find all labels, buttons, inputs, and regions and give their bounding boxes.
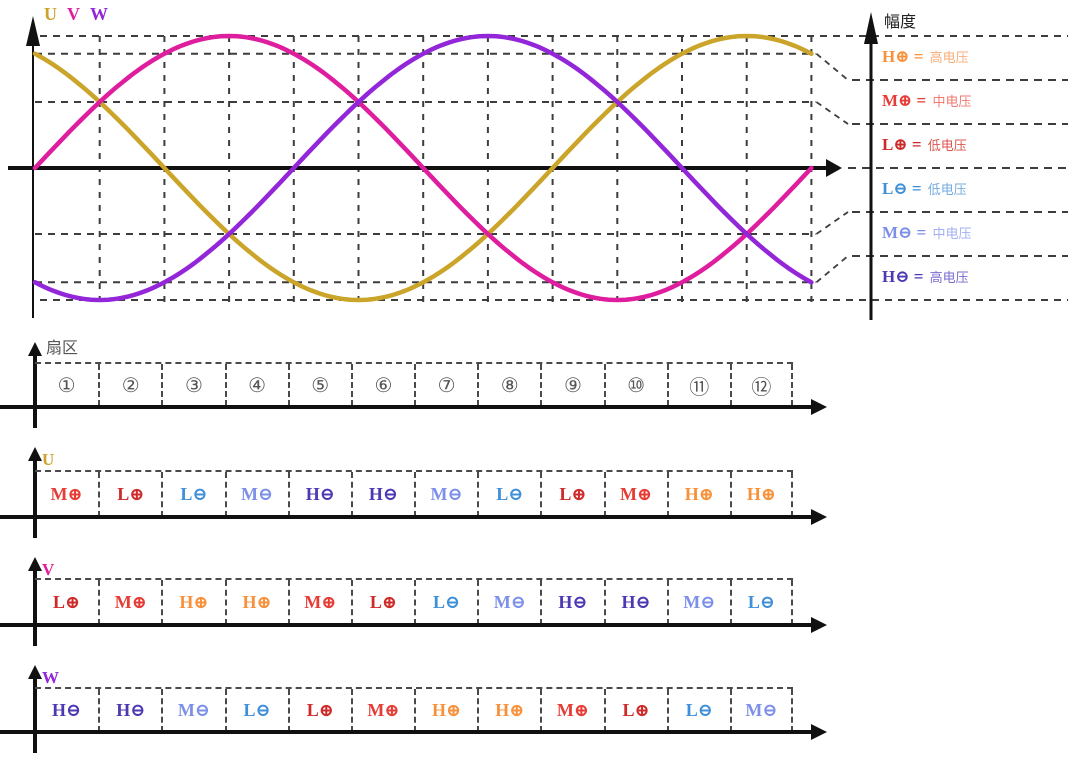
sector-number-cell: ⑨ bbox=[540, 364, 603, 406]
v-level-cell: H⊖ bbox=[603, 580, 667, 625]
w-row-y-axis bbox=[28, 665, 42, 753]
v-level-cell: M⊕ bbox=[98, 580, 161, 625]
w-level-cell: M⊖ bbox=[161, 689, 224, 732]
v-level-cell: M⊕ bbox=[287, 580, 351, 625]
sine-curve-u bbox=[32, 33, 814, 303]
w-level-cell: H⊖ bbox=[98, 689, 161, 732]
w-level-cell: L⊖ bbox=[666, 689, 730, 732]
legend-voltage-name: 低电压 bbox=[927, 138, 967, 153]
sector-x-axis bbox=[0, 399, 827, 415]
sector-number-cell: ⑧ bbox=[477, 364, 540, 406]
v-phase-level-row: L⊕ M⊕ H⊕ H⊕ M⊕ L⊕ L⊖ M⊖ H⊖ H⊖ M⊖ L⊖ bbox=[35, 578, 793, 625]
v-level-cell: L⊕ bbox=[53, 592, 81, 612]
legend-voltage-name: 低电压 bbox=[927, 182, 967, 197]
u-row-x-axis bbox=[0, 509, 827, 525]
w-level-cell: M⊕ bbox=[350, 689, 414, 732]
legend-symbol: H⊕ = bbox=[882, 47, 928, 66]
u-level-cell: M⊕ bbox=[603, 472, 667, 517]
u-level-cell: H⊕ bbox=[729, 472, 793, 517]
v-level-cell: H⊕ bbox=[161, 580, 224, 625]
legend-symbol: L⊕ = bbox=[882, 135, 926, 154]
amplitude-axis-label: 幅度 bbox=[884, 14, 917, 31]
legend-voltage-name: 中电压 bbox=[932, 226, 972, 241]
sector-number-cell: ⑫ bbox=[729, 364, 793, 406]
w-row-x-axis bbox=[0, 724, 827, 740]
legend-entry-0: H⊕ = 高电压 bbox=[882, 46, 969, 70]
v-level-cell: L⊕ bbox=[350, 580, 414, 625]
sector-y-axis bbox=[28, 342, 42, 428]
u-level-cell: H⊖ bbox=[350, 472, 414, 517]
v-level-cell: M⊖ bbox=[477, 580, 540, 625]
legend-symbol: M⊕ = bbox=[882, 91, 931, 110]
u-level-cell: M⊖ bbox=[224, 472, 288, 517]
v-level-cell: H⊖ bbox=[540, 580, 603, 625]
v-level-cell: H⊕ bbox=[224, 580, 288, 625]
u-level-cell: M⊖ bbox=[414, 472, 477, 517]
legend-symbol: H⊖ = bbox=[882, 267, 928, 286]
u-level-cell: L⊖ bbox=[161, 472, 224, 517]
sector-number-cell: ⑥ bbox=[350, 364, 414, 406]
u-row-label: U bbox=[42, 450, 55, 469]
legend-voltage-name: 高电压 bbox=[929, 270, 969, 285]
v-row-y-axis bbox=[28, 557, 42, 646]
legend-voltage-name: 高电压 bbox=[929, 50, 969, 65]
u-level-cell: M⊕ bbox=[50, 484, 83, 504]
v-level-cell: M⊖ bbox=[666, 580, 730, 625]
w-level-cell: H⊕ bbox=[477, 689, 540, 732]
u-level-cell: L⊕ bbox=[540, 472, 603, 517]
u-row-y-axis bbox=[28, 447, 42, 538]
sector-number-cell: ⑪ bbox=[666, 364, 730, 406]
u-phase-level-row: M⊕ L⊕ L⊖ M⊖ H⊖ H⊖ M⊖ L⊖ L⊕ M⊕ H⊕ H⊕ bbox=[35, 470, 793, 517]
legend-entry-2: L⊕ = 低电压 bbox=[882, 134, 967, 158]
chart-title-letter-w: W bbox=[90, 4, 108, 24]
sector-axis-label: 扇区 bbox=[46, 340, 79, 357]
v-row-x-axis bbox=[0, 617, 827, 633]
v-level-cell: L⊖ bbox=[729, 580, 793, 625]
w-row-label: W bbox=[42, 668, 59, 687]
sine-curve-v bbox=[32, 33, 814, 303]
w-level-cell: H⊕ bbox=[414, 689, 477, 732]
sector-number-cell: ③ bbox=[161, 364, 224, 406]
v-row-label: V bbox=[42, 560, 55, 579]
sine-curve-w bbox=[32, 33, 814, 303]
legend-entry-1: M⊕ = 中电压 bbox=[882, 90, 972, 114]
u-level-cell: L⊖ bbox=[477, 472, 540, 517]
sector-number-cell: ⑤ bbox=[287, 364, 351, 406]
w-level-cell: M⊕ bbox=[540, 689, 603, 732]
sector-number-cell: ⑦ bbox=[414, 364, 477, 406]
legend-entry-4: M⊖ = 中电压 bbox=[882, 222, 972, 246]
chart-title-letter-u: U bbox=[44, 4, 57, 24]
sector-number-cell: ⑩ bbox=[603, 364, 667, 406]
w-level-cell: H⊖ bbox=[52, 700, 82, 720]
u-level-cell: L⊕ bbox=[98, 472, 161, 517]
chart-title-letter-v: V bbox=[67, 4, 80, 24]
legend-symbol: M⊖ = bbox=[882, 223, 931, 242]
legend-symbol: L⊖ = bbox=[882, 179, 926, 198]
v-level-cell: L⊖ bbox=[414, 580, 477, 625]
sector-number-cell: ② bbox=[98, 364, 161, 406]
u-level-cell: H⊕ bbox=[666, 472, 730, 517]
w-level-cell: L⊕ bbox=[603, 689, 667, 732]
legend-entry-5: H⊖ = 高电压 bbox=[882, 266, 969, 290]
sector-number-cell: ④ bbox=[224, 364, 288, 406]
w-level-cell: L⊖ bbox=[224, 689, 288, 732]
w-level-cell: M⊖ bbox=[729, 689, 793, 732]
legend-entry-3: L⊖ = 低电压 bbox=[882, 178, 967, 202]
sector-number-cell: ① bbox=[57, 373, 76, 397]
w-phase-level-row: H⊖ H⊖ M⊖ L⊖ L⊕ M⊕ H⊕ H⊕ M⊕ L⊕ L⊖ M⊖ bbox=[35, 687, 793, 732]
u-level-cell: H⊖ bbox=[287, 472, 351, 517]
w-level-cell: L⊕ bbox=[287, 689, 351, 732]
legend-voltage-name: 中电压 bbox=[932, 94, 972, 109]
